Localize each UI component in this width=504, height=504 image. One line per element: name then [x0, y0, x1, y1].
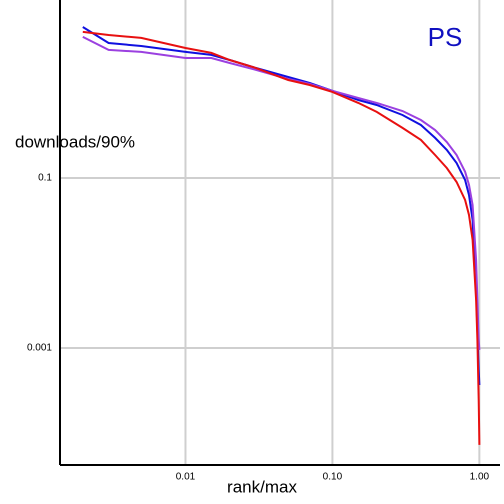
line	[82, 30, 481, 445]
line	[82, 26, 481, 386]
y-axis-title: downloads/90%	[15, 132, 135, 151]
x-tick-label: 0.01	[176, 472, 196, 483]
x-tick-label: 0.10	[323, 472, 343, 483]
y-tick-label: 0.001	[27, 343, 52, 354]
y-tick-label: 0.1	[38, 173, 52, 184]
chart-title: PS	[428, 22, 463, 52]
line	[82, 36, 481, 351]
x-axis-title: rank/max	[227, 477, 297, 496]
x-tick-label: 1.00	[470, 472, 490, 483]
